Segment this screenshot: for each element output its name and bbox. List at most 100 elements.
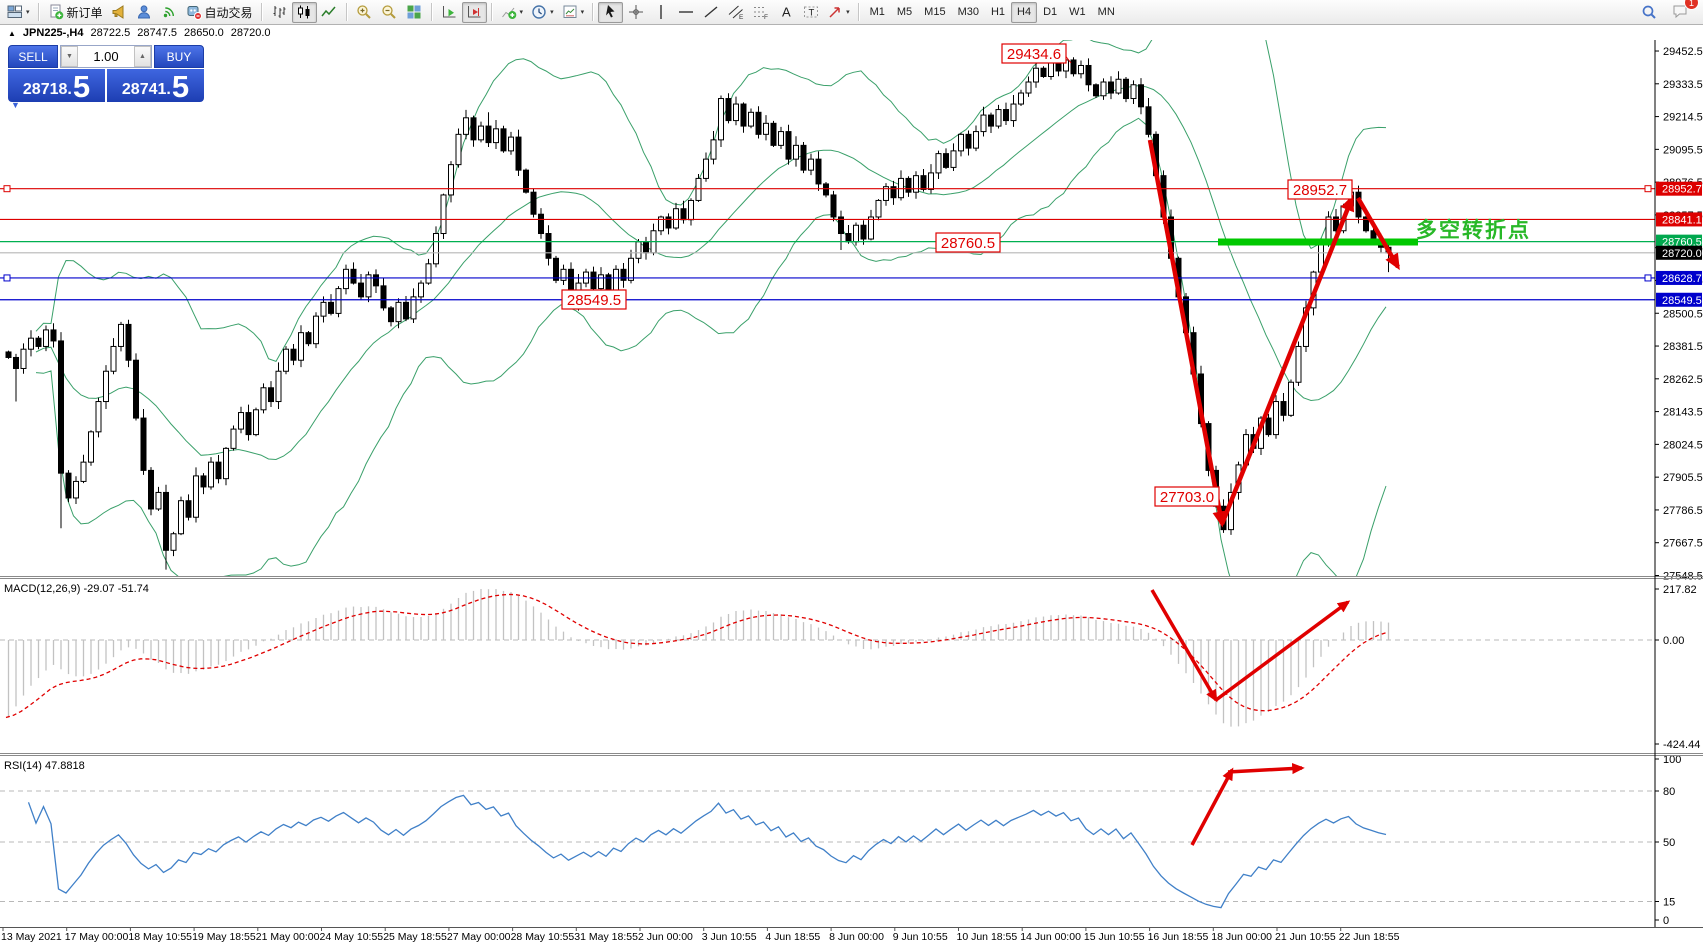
price-annotation-28952.7[interactable]: 28952.7 <box>1287 179 1353 200</box>
panel-collapse-icon[interactable]: ▼ <box>11 100 20 110</box>
horn-icon <box>111 4 127 20</box>
hline-28549.5[interactable]: 28549.5 <box>0 292 1702 307</box>
collapse-triangle-icon[interactable]: ▲ <box>8 28 16 38</box>
cursor-button[interactable] <box>598 1 624 23</box>
volume-input[interactable] <box>78 46 134 67</box>
timeframe-w1[interactable]: W1 <box>1063 2 1092 23</box>
fibonacci-button[interactable]: F <box>748 2 773 23</box>
price-tick-label: 29214.5 <box>1663 112 1703 124</box>
timeframe-m5[interactable]: M5 <box>891 2 918 23</box>
pane-separator-2[interactable] <box>0 753 1703 754</box>
hline-28720.0[interactable]: 28720.0 <box>0 245 1702 260</box>
docplus-icon <box>48 4 64 20</box>
rsi-arrow[interactable] <box>1190 767 1234 846</box>
tile-windows-button[interactable] <box>402 2 427 23</box>
autotrading-button[interactable]: 自动交易 <box>182 2 257 23</box>
timeframe-m1[interactable]: M1 <box>864 2 891 23</box>
trend-arrow[interactable] <box>1147 139 1227 528</box>
auto-scroll-button[interactable] <box>437 2 462 23</box>
svg-text:F: F <box>764 14 768 20</box>
arrows-button[interactable]: ▾ <box>823 2 854 23</box>
price-annotation-28760.5[interactable]: 28760.5 <box>935 232 1001 253</box>
zoom-out-button[interactable] <box>377 2 402 23</box>
rsi-axis-label: 15 <box>1663 897 1675 909</box>
text-button[interactable]: A <box>773 2 798 23</box>
hline-28628.7[interactable]: 28628.7 <box>0 270 1702 285</box>
timeframe-mn[interactable]: MN <box>1092 2 1121 23</box>
sell-price[interactable]: 28718. 5 <box>8 69 105 102</box>
line-chart-button[interactable] <box>317 2 342 23</box>
label-button[interactable]: T <box>798 2 823 23</box>
macd-arrow[interactable] <box>1214 600 1351 702</box>
main-toolbar: ▾ 新订单 自动交易 ▾ ▾ ▾ E F A T ▾ M1 M5 M15 M30 H1 H4 D1 W1 MN 1 <box>0 0 1703 25</box>
candlestick-button[interactable] <box>291 1 317 23</box>
macd-pane <box>0 588 1655 727</box>
timeframe-h4[interactable]: H4 <box>1011 1 1038 23</box>
channel-button[interactable]: E <box>723 2 748 23</box>
timeframe-d1[interactable]: D1 <box>1037 2 1063 23</box>
horizontal-line-button[interactable] <box>673 2 698 23</box>
trend-arrow[interactable] <box>1356 196 1400 271</box>
volume-increase-icon[interactable]: ▲ <box>134 46 151 67</box>
price-annotation-28549.5[interactable]: 28549.5 <box>561 289 627 310</box>
ohlc-low: 28650.0 <box>184 27 224 39</box>
chart-background[interactable] <box>0 25 1703 944</box>
green-trend-segment[interactable] <box>1218 238 1418 246</box>
metaeditor-button[interactable] <box>107 2 132 23</box>
sell-button[interactable]: SELL <box>8 45 58 68</box>
hline-28841.1[interactable]: 28841.1 <box>0 212 1702 227</box>
symbol-timeframe-label: JPN225-,H4 <box>22 27 84 39</box>
indicators-button[interactable]: ▾ <box>497 2 528 23</box>
rsi-arrow[interactable] <box>1227 762 1305 775</box>
crosshair-button[interactable] <box>623 2 648 23</box>
timeframe-h1[interactable]: H1 <box>985 2 1011 23</box>
community-button[interactable] <box>132 2 157 23</box>
toolbar-separator <box>592 3 595 21</box>
macd-axis-label: 0.00 <box>1663 635 1684 647</box>
date-label: 18 Jun 00:00 <box>1211 931 1272 943</box>
periods-button[interactable]: ▾ <box>527 2 558 23</box>
channel-icon: E <box>728 4 744 20</box>
hline-28952.7[interactable]: 28952.7 <box>0 181 1702 196</box>
search-icon[interactable] <box>1636 2 1661 23</box>
chevron-down-icon: ▾ <box>26 9 30 16</box>
trend-arrow[interactable] <box>1219 194 1355 525</box>
svg-text:E: E <box>739 14 744 20</box>
pane-separator-1[interactable] <box>0 576 1703 577</box>
trendline-button[interactable] <box>698 2 723 23</box>
chevron-down-icon: ▾ <box>580 9 585 16</box>
date-label: 18 May 10:55 <box>128 931 192 943</box>
time-axis-line[interactable] <box>0 927 1703 928</box>
price-annotation-27703.0[interactable]: 27703.0 <box>1154 486 1220 507</box>
chevron-down-icon: ▾ <box>550 9 554 16</box>
charts-grid-button[interactable]: ▾ <box>3 2 34 23</box>
price-annotation-29434.6[interactable]: 29434.6 <box>1001 43 1072 64</box>
cn-annotation-text[interactable]: 多空转折点 <box>1416 218 1531 242</box>
rsi-axis-label: 50 <box>1663 837 1675 849</box>
timeframe-m15[interactable]: M15 <box>918 2 951 23</box>
vertical-line-button[interactable] <box>648 2 673 23</box>
bar-chart-button[interactable] <box>267 2 292 23</box>
buy-price[interactable]: 28741. 5 <box>107 69 204 102</box>
sell-price-big-digit: 5 <box>72 69 91 104</box>
templates-button[interactable]: ▾ <box>558 2 589 23</box>
one-click-trading-panel: SELL ▼ ▲ BUY 28718. 5 28741. 5 ▼ <box>8 45 204 110</box>
svg-text:A: A <box>782 5 791 20</box>
timeframe-m30[interactable]: M30 <box>952 2 985 23</box>
time-axis[interactable]: 13 May 2021 17 May 00:00 18 May 10:55 19 Ma… <box>1 927 1400 943</box>
date-label: 15 Jun 10:55 <box>1084 931 1145 943</box>
price-axis[interactable]: 29452.529333.529214.529095.528976.528857… <box>1655 46 1703 927</box>
volume-decrease-icon[interactable]: ▼ <box>61 46 78 67</box>
new-order-button[interactable]: 新订单 <box>44 2 107 23</box>
buy-button[interactable]: BUY <box>154 45 204 68</box>
zoom-in-button[interactable] <box>352 2 377 23</box>
macd-arrow[interactable] <box>1150 589 1218 703</box>
toolbar-separator <box>490 3 493 21</box>
fibo-icon: F <box>753 4 769 20</box>
bb-middle-line[interactable] <box>35 85 1387 461</box>
chart-shift-button[interactable] <box>461 1 487 23</box>
signals-button[interactable] <box>157 2 182 23</box>
indicator-icon <box>501 4 517 20</box>
bb-lower-line[interactable] <box>35 117 1387 629</box>
